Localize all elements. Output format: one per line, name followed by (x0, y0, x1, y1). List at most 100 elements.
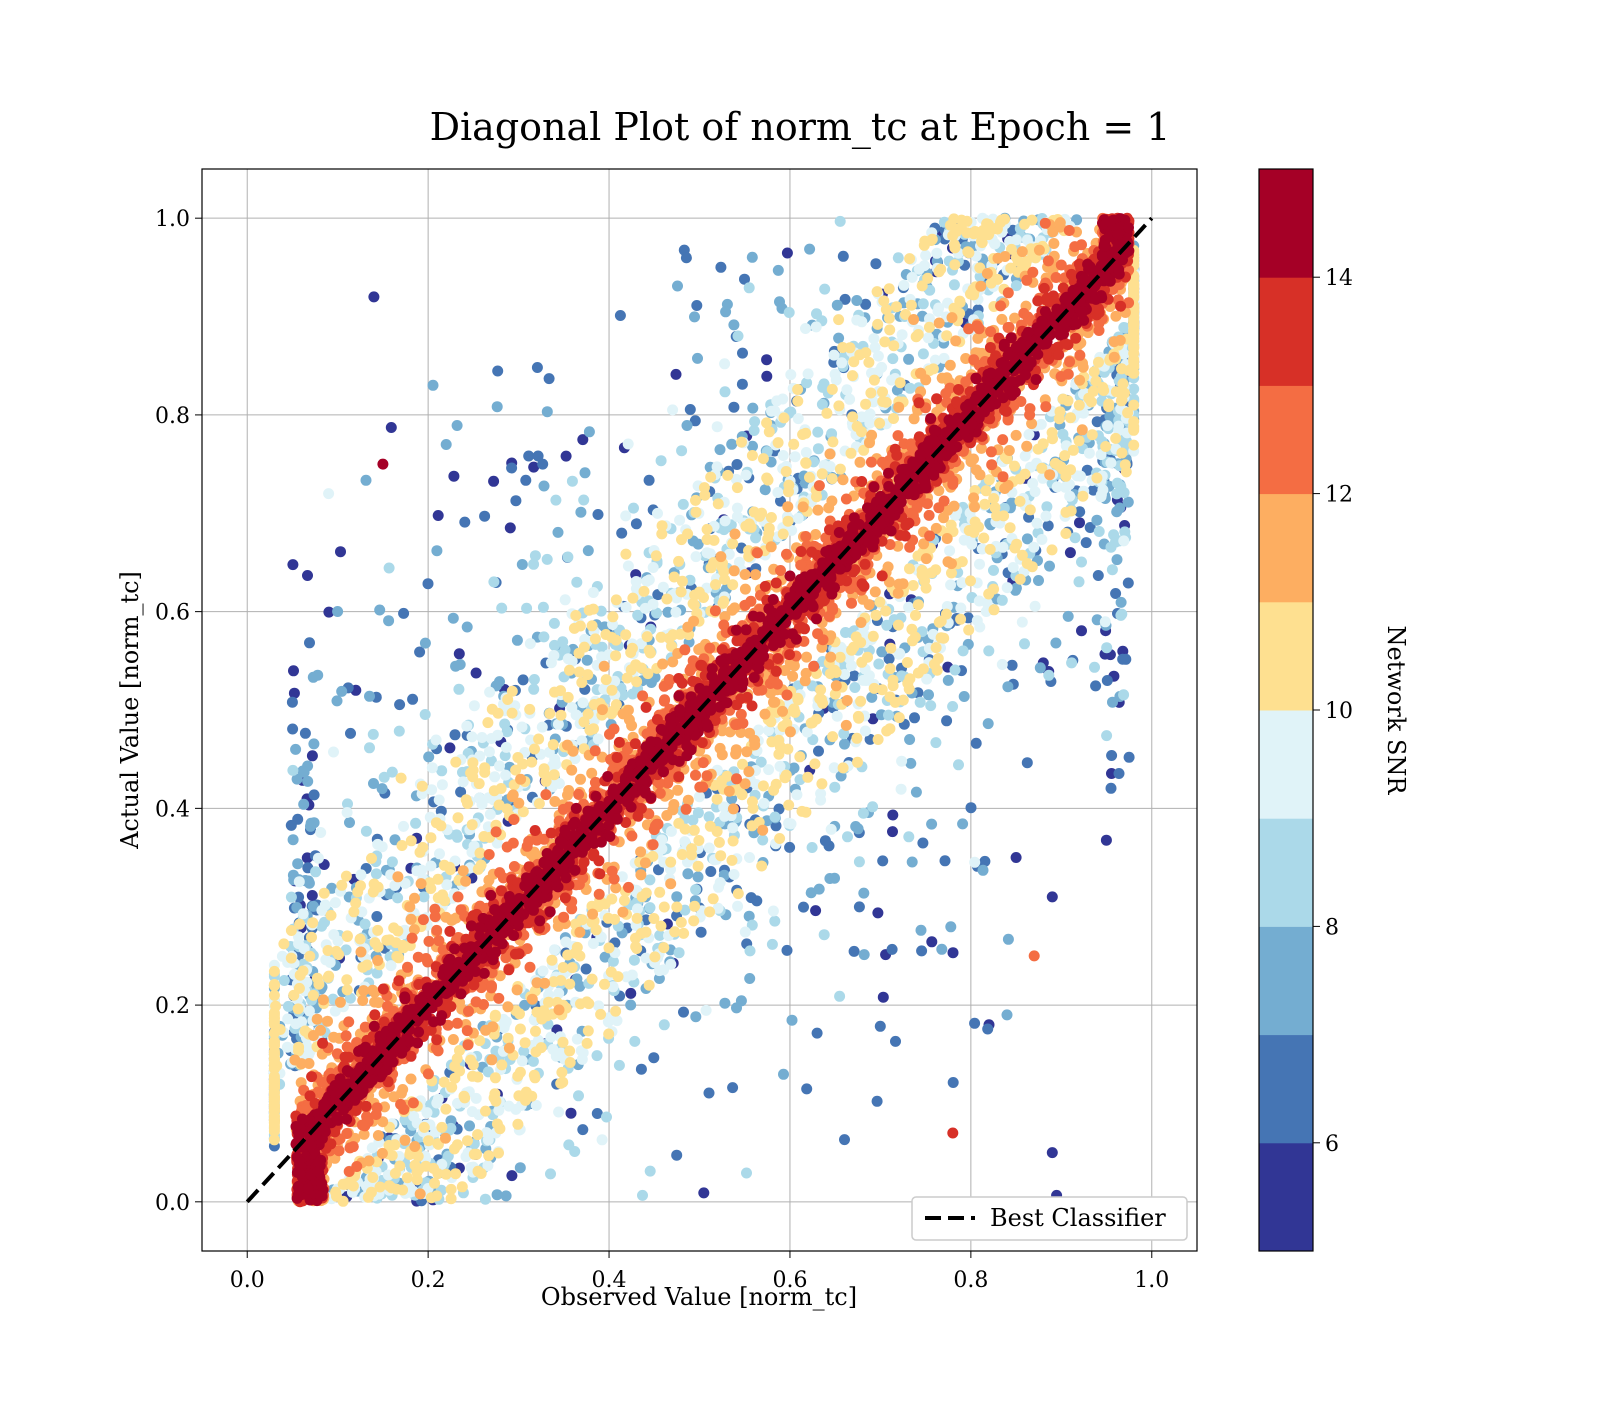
scatter-point (727, 822, 738, 833)
scatter-point (529, 744, 540, 755)
scatter-point (345, 728, 356, 739)
scatter-point (342, 931, 353, 942)
scatter-point (518, 674, 529, 685)
scatter-point (471, 668, 482, 679)
scatter-point (556, 710, 567, 721)
scatter-point (371, 868, 382, 879)
scatter-point (566, 702, 577, 713)
scatter-point (269, 1091, 280, 1102)
scatter-point (636, 663, 647, 674)
scatter-point (831, 667, 842, 678)
scatter-point (377, 1148, 388, 1159)
scatter-point (800, 675, 811, 686)
scatter-point (473, 864, 484, 875)
scatter-point (940, 855, 951, 866)
scatter-point (924, 322, 935, 333)
scatter-point (384, 563, 395, 574)
scatter-point (433, 874, 444, 885)
scatter-point (915, 368, 926, 379)
scatter-point (394, 699, 405, 710)
scatter-point (368, 887, 379, 898)
scatter-point (773, 265, 784, 276)
scatter-point (462, 622, 473, 633)
scatter-point (1011, 852, 1022, 863)
scatter-point (678, 499, 689, 510)
scatter-point (1128, 356, 1139, 367)
scatter-point (627, 643, 638, 654)
scatter-point (1033, 444, 1044, 455)
scatter-point (607, 685, 618, 696)
scatter-point (847, 370, 858, 381)
scatter-point (332, 606, 343, 617)
scatter-point (737, 789, 748, 800)
scatter-point (811, 321, 822, 332)
scatter-point (671, 369, 682, 380)
scatter-point (520, 475, 531, 486)
scatter-point (459, 517, 470, 528)
scatter-point (860, 399, 871, 410)
scatter-point (626, 831, 637, 842)
scatter-point (832, 711, 843, 722)
scatter-point (957, 818, 968, 829)
scatter-point (849, 946, 860, 957)
scatter-point (467, 757, 478, 768)
scatter-point (691, 507, 702, 518)
scatter-point (724, 786, 735, 797)
scatter-point (387, 856, 398, 867)
scatter-point (360, 919, 371, 930)
scatter-point (549, 754, 560, 765)
scatter-point (671, 891, 682, 902)
scatter-point (637, 891, 648, 902)
scatter-point (373, 1130, 384, 1141)
scatter-point (859, 949, 870, 960)
scatter-point (502, 803, 513, 814)
scatter-point (998, 471, 1009, 482)
scatter-point (800, 807, 811, 818)
scatter-point (298, 908, 309, 919)
scatter-point (389, 1139, 400, 1150)
scatter-point (1027, 478, 1038, 489)
scatter-point (515, 1067, 526, 1078)
scatter-point (489, 785, 500, 796)
scatter-point (727, 579, 738, 590)
scatter-point (835, 216, 846, 227)
scatter-point (698, 1187, 709, 1198)
scatter-point (870, 258, 881, 269)
scatter-point (603, 1029, 614, 1040)
scatter-point (637, 1190, 648, 1201)
scatter-point (933, 653, 944, 664)
scatter-point (290, 744, 301, 755)
scatter-point (906, 624, 917, 635)
scatter-point (1024, 429, 1035, 440)
scatter-point (648, 562, 659, 573)
scatter-point (453, 812, 464, 823)
scatter-point (434, 795, 445, 806)
scatter-point (693, 861, 704, 872)
scatter-point (579, 642, 590, 653)
scatter-point (555, 1078, 566, 1089)
scatter-point (628, 503, 639, 514)
scatter-point (571, 577, 582, 588)
scatter-point (434, 848, 445, 859)
scatter-point (390, 1168, 401, 1179)
scatter-point (537, 722, 548, 733)
scatter-point (815, 788, 826, 799)
scatter-point (1009, 461, 1020, 472)
scatter-point (1074, 400, 1085, 411)
scatter-point (1119, 388, 1130, 399)
scatter-point (492, 366, 503, 377)
scatter-point (968, 492, 979, 503)
scatter-points (269, 213, 1139, 1207)
scatter-point (1113, 421, 1124, 432)
scatter-point (286, 892, 297, 903)
scatter-point (1076, 557, 1087, 568)
scatter-point (949, 279, 960, 290)
scatter-point (863, 357, 874, 368)
scatter-point (893, 402, 904, 413)
scatter-point (704, 906, 715, 917)
scatter-point (496, 603, 507, 614)
scatter-point (685, 404, 696, 415)
scatter-point (479, 767, 490, 778)
scatter-point (858, 808, 869, 819)
scatter-point (374, 605, 385, 616)
